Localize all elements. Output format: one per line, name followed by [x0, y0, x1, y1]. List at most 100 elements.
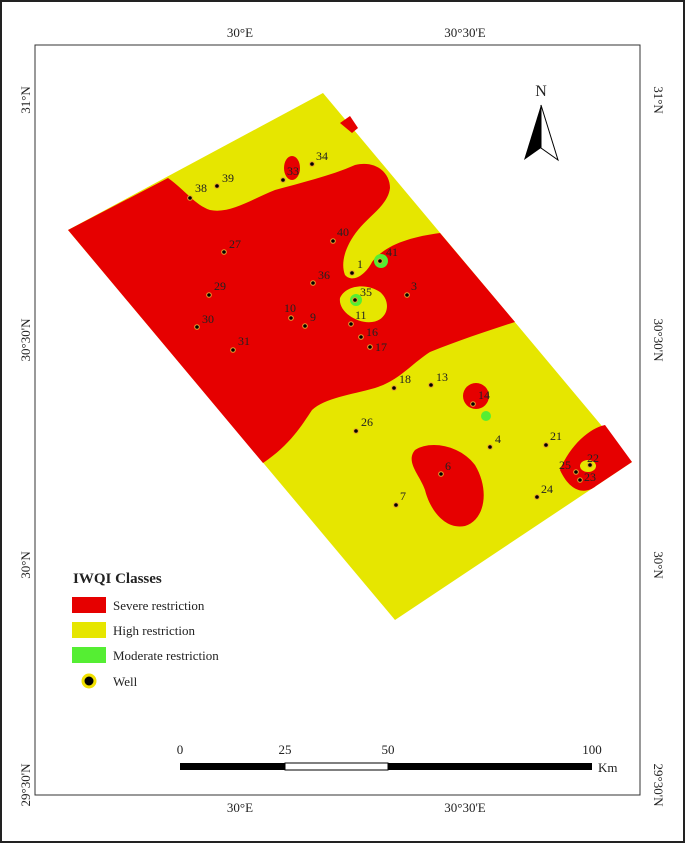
- legend-label: Moderate restriction: [113, 648, 219, 663]
- well-label: 13: [436, 370, 448, 384]
- well: [221, 249, 227, 255]
- severe-restriction-zone: [463, 383, 489, 409]
- scale-unit: Km: [598, 760, 618, 775]
- severe-restriction-zone: [560, 425, 632, 491]
- well: [330, 238, 336, 244]
- scale-label: 50: [382, 742, 395, 757]
- legend-title: IWQI Classes: [73, 571, 162, 587]
- lon-label: 30°30'E: [444, 800, 486, 815]
- legend-swatch: [72, 647, 106, 663]
- severe-restriction-zone: [284, 156, 300, 180]
- well-label: 27: [229, 237, 241, 251]
- well-label: 9: [310, 310, 316, 324]
- well: [309, 161, 315, 167]
- lat-label: 31°N: [651, 86, 666, 114]
- scale-bar: [388, 763, 592, 770]
- well-label: 25: [559, 458, 571, 472]
- well-label: 16: [366, 325, 378, 339]
- well-label: 30: [202, 312, 214, 326]
- severe-restriction-zone: [340, 116, 358, 133]
- well: [187, 195, 193, 201]
- well-label: 6: [445, 459, 451, 473]
- well-label: 31: [238, 334, 250, 348]
- scale-label: 0: [177, 742, 184, 757]
- well: [393, 502, 399, 508]
- well-label: 40: [337, 225, 349, 239]
- moderate-restriction-zone: [481, 411, 491, 421]
- severe-restriction-zone: [411, 445, 484, 527]
- well-label: 39: [222, 171, 234, 185]
- well: [206, 292, 212, 298]
- well-label: 36: [318, 268, 330, 282]
- well: [377, 258, 383, 264]
- legend-swatch: [72, 622, 106, 638]
- lat-label: 31°N: [18, 86, 33, 114]
- well: [353, 428, 359, 434]
- scale-bar: [284, 762, 389, 771]
- well-label: 21: [550, 429, 562, 443]
- well: [349, 270, 355, 276]
- lat-label: 30°30'N: [651, 319, 666, 363]
- well-label: 34: [316, 149, 328, 163]
- lon-label: 30°E: [227, 800, 253, 815]
- well: [214, 183, 220, 189]
- well-label: 7: [400, 489, 406, 503]
- legend-swatch: [81, 673, 97, 689]
- well-label: 29: [214, 279, 226, 293]
- well: [367, 344, 373, 350]
- well: [348, 321, 354, 327]
- well-label: 26: [361, 415, 373, 429]
- well-label: 41: [386, 245, 398, 259]
- well: [310, 280, 316, 286]
- legend-label: Well: [113, 674, 138, 689]
- scale-bar: [180, 763, 285, 770]
- well-label: 17: [375, 340, 387, 354]
- high-restriction-zone: [339, 286, 387, 323]
- well: [577, 477, 583, 483]
- well: [358, 334, 364, 340]
- well: [543, 442, 549, 448]
- well-label: 38: [195, 181, 207, 195]
- north-label: N: [535, 83, 547, 100]
- lon-label: 30°30'E: [444, 25, 486, 40]
- well-label: 3: [411, 279, 417, 293]
- well-label: 1: [357, 257, 363, 271]
- lon-label: 30°E: [227, 25, 253, 40]
- well: [428, 382, 434, 388]
- lat-label: 29°30'N: [18, 763, 33, 807]
- well: [194, 324, 200, 330]
- well-label: 14: [478, 388, 490, 402]
- well: [587, 462, 593, 468]
- well: [288, 315, 294, 321]
- well: [438, 471, 444, 477]
- north-arrow: [524, 105, 541, 160]
- severe-restriction-zone: [68, 163, 515, 463]
- well: [470, 401, 476, 407]
- legend-label: Severe restriction: [113, 598, 205, 613]
- legend-label: High restriction: [113, 623, 195, 638]
- well: [302, 323, 308, 329]
- well-label: 22: [587, 451, 599, 465]
- zones: [68, 93, 632, 620]
- well: [230, 347, 236, 353]
- well-label: 23: [584, 470, 596, 484]
- well: [487, 444, 493, 450]
- well-label: 10: [284, 301, 296, 315]
- well-label: 33: [287, 164, 299, 178]
- well: [391, 385, 397, 391]
- well: [280, 177, 286, 183]
- scale-label: 100: [582, 742, 602, 757]
- well-label: 18: [399, 372, 411, 386]
- well: [534, 494, 540, 500]
- well-label: 11: [355, 308, 367, 322]
- well: [404, 292, 410, 298]
- lat-label: 30°N: [651, 551, 666, 579]
- lat-label: 30°30'N: [18, 318, 33, 362]
- well-label: 35: [360, 285, 372, 299]
- north-arrow: [540, 104, 559, 162]
- well-label: 4: [495, 432, 501, 446]
- well: [352, 297, 358, 303]
- wells: 39 38 33 34 27 40 41 1 36 29 35 3 10 9 30 11 16 31 17 18 13 1…: [187, 149, 599, 508]
- legend-swatch: [72, 597, 106, 613]
